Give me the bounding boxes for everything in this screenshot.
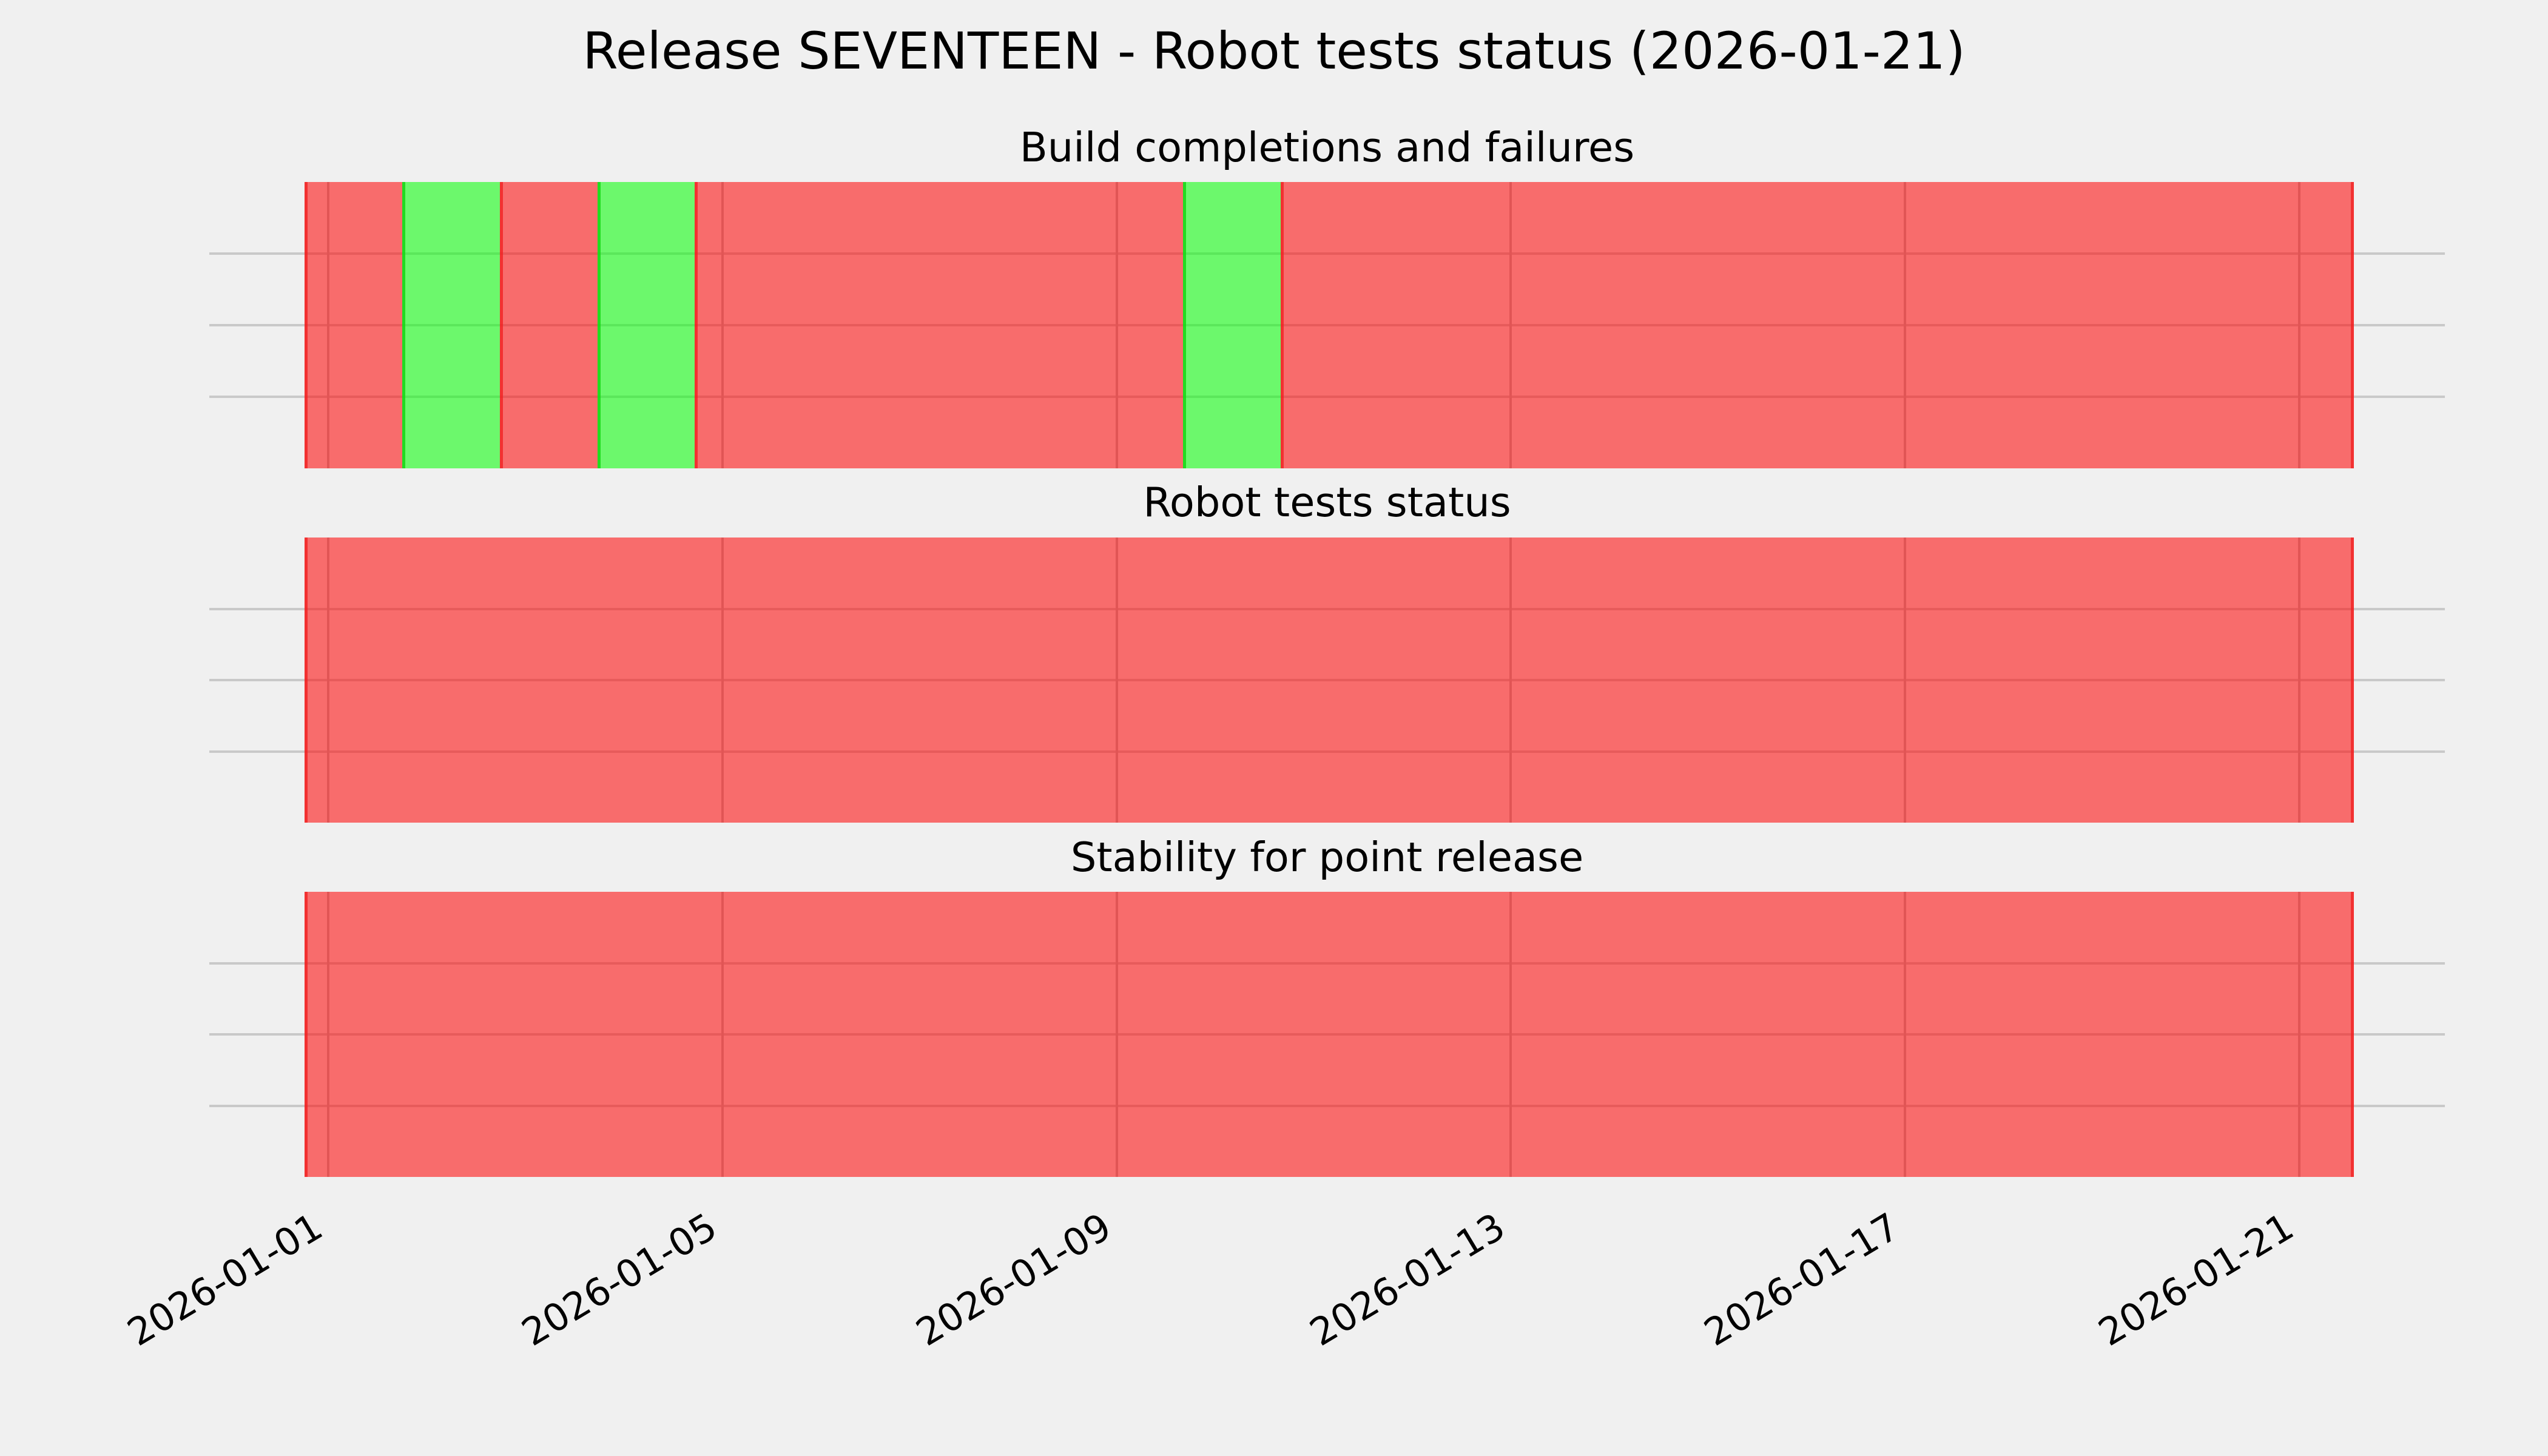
status-bar-strip <box>305 182 2354 468</box>
day-status-segment <box>2159 538 2257 823</box>
day-status-segment <box>695 182 793 468</box>
day-status-segment <box>988 538 1085 823</box>
day-status-segment <box>1768 538 1866 823</box>
day-status-segment <box>1963 892 2061 1177</box>
day-status-segment <box>499 892 598 1177</box>
day-status-segment <box>305 182 402 468</box>
day-status-segment <box>988 182 1085 468</box>
day-status-segment <box>402 182 500 468</box>
day-status-segment <box>597 538 695 823</box>
x-tick-label: 2026-01-13 <box>1302 1204 1512 1355</box>
day-status-segment <box>988 892 1085 1177</box>
day-status-segment <box>1573 892 1671 1177</box>
day-status-segment <box>1280 538 1378 823</box>
day-status-segment <box>2159 182 2257 468</box>
day-status-segment <box>2256 538 2354 823</box>
day-status-segment <box>890 892 988 1177</box>
subplot-title: Build completions and failures <box>1019 124 1635 171</box>
day-status-segment <box>2061 182 2159 468</box>
day-status-segment <box>890 538 988 823</box>
day-status-segment <box>305 892 402 1177</box>
day-status-segment <box>1475 892 1574 1177</box>
status-panel <box>0 538 2548 823</box>
day-status-segment <box>1671 892 1768 1177</box>
status-bar-strip <box>305 892 2354 1177</box>
day-status-segment <box>1963 538 2061 823</box>
day-status-segment <box>695 892 793 1177</box>
x-tick-label: 2026-01-01 <box>120 1204 330 1355</box>
x-tick-label: 2026-01-05 <box>514 1204 724 1355</box>
day-status-segment <box>2256 892 2354 1177</box>
day-status-segment <box>499 538 598 823</box>
x-tick-label: 2026-01-09 <box>908 1204 1119 1355</box>
day-status-segment <box>1768 182 1866 468</box>
day-status-segment <box>2256 182 2354 468</box>
day-status-segment <box>1085 892 1183 1177</box>
day-status-segment <box>1671 538 1768 823</box>
day-status-segment <box>1573 182 1671 468</box>
day-status-segment <box>402 538 500 823</box>
day-status-segment <box>1280 892 1378 1177</box>
day-status-segment <box>1182 538 1281 823</box>
day-status-segment <box>1866 538 1964 823</box>
day-status-segment <box>1573 538 1671 823</box>
subplot-title: Robot tests status <box>1143 479 1511 526</box>
day-status-segment <box>1866 182 1964 468</box>
day-status-segment <box>1671 182 1768 468</box>
day-status-segment <box>597 892 695 1177</box>
day-status-segment <box>1378 538 1476 823</box>
day-status-segment <box>1280 182 1378 468</box>
day-status-segment <box>695 538 793 823</box>
x-tick-label: 2026-01-21 <box>2091 1204 2301 1355</box>
day-status-segment <box>1866 892 1964 1177</box>
status-panel <box>0 182 2548 468</box>
figure-title: Release SEVENTEEN - Robot tests status (… <box>582 21 1966 81</box>
subplot-title: Stability for point release <box>1070 834 1584 881</box>
day-status-segment <box>305 538 402 823</box>
day-status-segment <box>499 182 598 468</box>
status-panel <box>0 892 2548 1177</box>
x-tick-label: 2026-01-17 <box>1696 1204 1907 1355</box>
day-status-segment <box>1085 182 1183 468</box>
day-status-segment <box>2159 892 2257 1177</box>
day-status-segment <box>1475 182 1574 468</box>
day-status-segment <box>1182 892 1281 1177</box>
day-status-segment <box>1475 538 1574 823</box>
day-status-segment <box>1378 892 1476 1177</box>
day-status-segment <box>792 182 891 468</box>
day-status-segment <box>2061 538 2159 823</box>
day-status-segment <box>2061 892 2159 1177</box>
day-status-segment <box>1768 892 1866 1177</box>
day-status-segment <box>792 892 891 1177</box>
day-status-segment <box>1085 538 1183 823</box>
day-status-segment <box>1182 182 1281 468</box>
day-status-segment <box>792 538 891 823</box>
day-status-segment <box>1378 182 1476 468</box>
day-status-segment <box>890 182 988 468</box>
status-bar-strip <box>305 538 2354 823</box>
day-status-segment <box>597 182 695 468</box>
day-status-segment <box>402 892 500 1177</box>
day-status-segment <box>1963 182 2061 468</box>
